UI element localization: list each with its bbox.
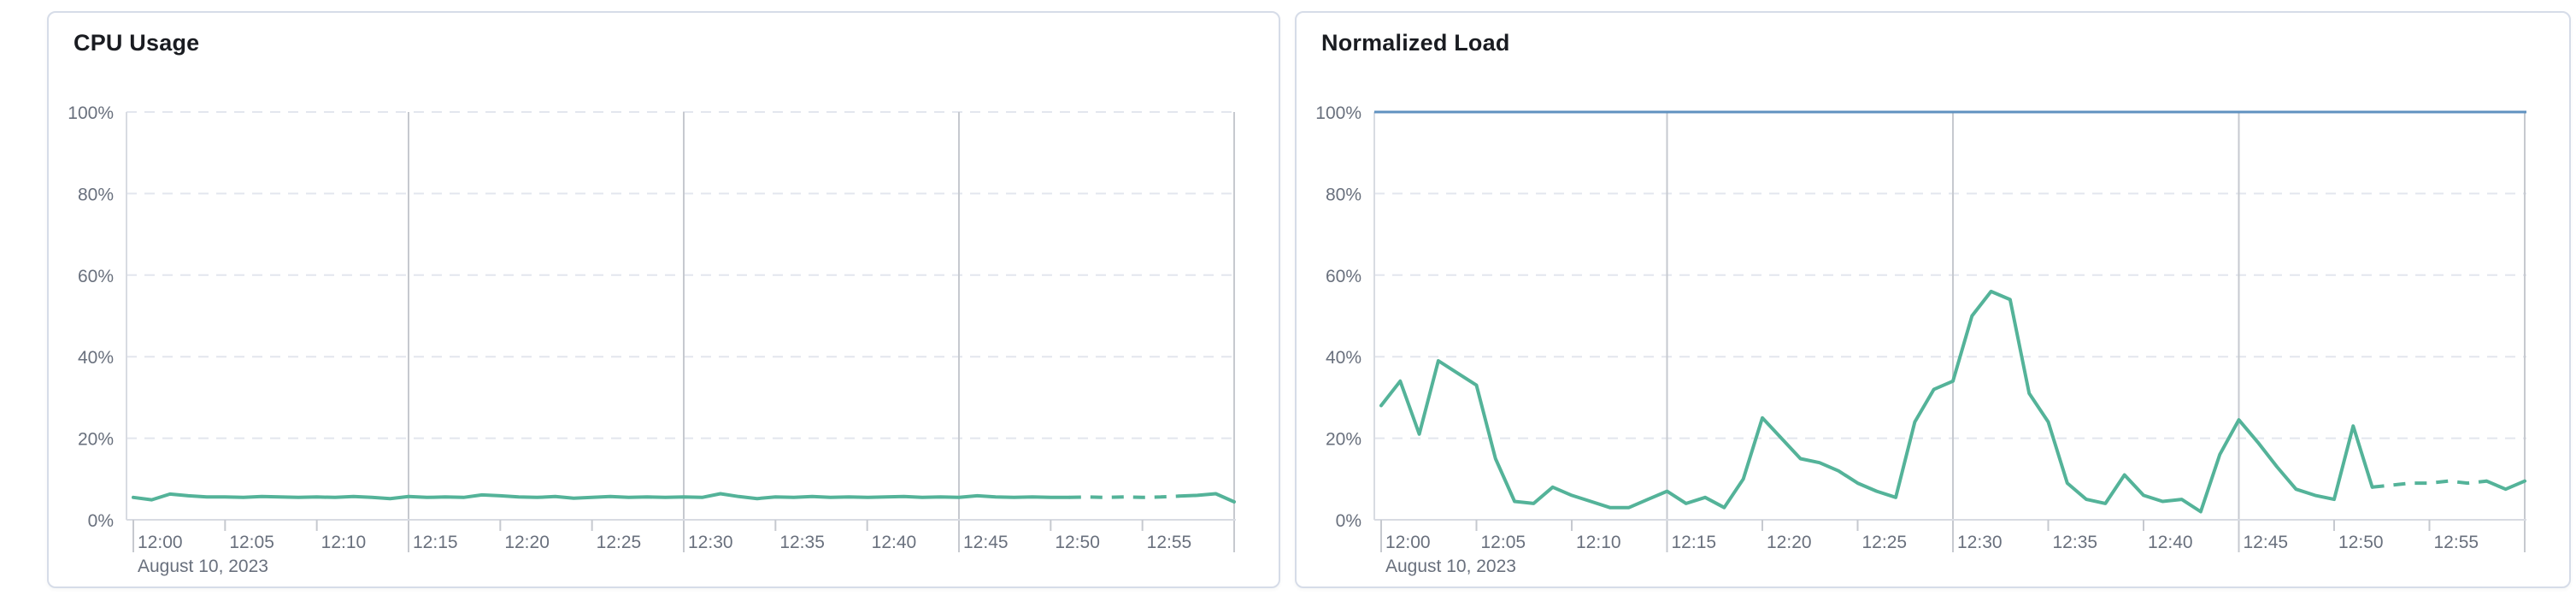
svg-text:12:00: 12:00 [1385, 533, 1431, 552]
svg-text:0%: 0% [88, 511, 114, 531]
svg-text:40%: 40% [78, 348, 114, 368]
panel-cpu-usage: 12:00 12:05 12:10 12:15 12:20 12:25 12:30 12:35… [47, 11, 1280, 588]
svg-text:12:30: 12:30 [688, 533, 733, 552]
svg-text:12:05: 12:05 [1481, 533, 1526, 552]
svg-text:60%: 60% [1326, 267, 1362, 286]
svg-text:80%: 80% [78, 185, 114, 204]
normalized-load-chart[interactable]: 12:00 12:05 12:10 12:15 12:20 12:25 12:30 12:35… [1297, 13, 2569, 586]
svg-text:12:35: 12:35 [2053, 533, 2098, 552]
chart-title-normalized-load: Normalized Load [1321, 30, 1510, 56]
svg-text:12:40: 12:40 [2148, 533, 2193, 552]
svg-text:August 10, 2023: August 10, 2023 [138, 557, 268, 576]
svg-text:12:35: 12:35 [779, 533, 825, 552]
svg-text:20%: 20% [78, 430, 114, 450]
svg-text:80%: 80% [1326, 185, 1362, 204]
svg-text:12:55: 12:55 [1147, 533, 1192, 552]
svg-text:12:50: 12:50 [1055, 533, 1100, 552]
svg-text:12:25: 12:25 [1862, 533, 1908, 552]
svg-text:12:25: 12:25 [597, 533, 642, 552]
svg-text:40%: 40% [1326, 348, 1362, 368]
chart-title-cpu-usage: CPU Usage [74, 30, 200, 56]
svg-text:12:15: 12:15 [1672, 533, 1717, 552]
svg-text:100%: 100% [68, 103, 114, 123]
svg-text:12:40: 12:40 [872, 533, 917, 552]
svg-text:12:30: 12:30 [1957, 533, 2003, 552]
svg-text:12:20: 12:20 [1767, 533, 1812, 552]
svg-text:12:45: 12:45 [2244, 533, 2289, 552]
svg-text:60%: 60% [78, 267, 114, 286]
svg-text:12:05: 12:05 [229, 533, 274, 552]
svg-text:0%: 0% [1336, 511, 1362, 531]
svg-text:12:50: 12:50 [2338, 533, 2384, 552]
svg-text:12:10: 12:10 [321, 533, 367, 552]
cpu-usage-chart[interactable]: 12:00 12:05 12:10 12:15 12:20 12:25 12:30 12:35… [49, 13, 1279, 586]
svg-text:12:55: 12:55 [2434, 533, 2479, 552]
svg-text:August 10, 2023: August 10, 2023 [1385, 557, 1516, 576]
svg-text:12:10: 12:10 [1576, 533, 1621, 552]
svg-text:100%: 100% [1315, 103, 1362, 123]
svg-text:20%: 20% [1326, 430, 1362, 450]
svg-text:12:20: 12:20 [504, 533, 550, 552]
svg-text:12:45: 12:45 [963, 533, 1009, 552]
svg-text:12:15: 12:15 [413, 533, 458, 552]
svg-text:12:00: 12:00 [138, 533, 183, 552]
panel-normalized-load: 12:00 12:05 12:10 12:15 12:20 12:25 12:30 12:35… [1295, 11, 2571, 588]
